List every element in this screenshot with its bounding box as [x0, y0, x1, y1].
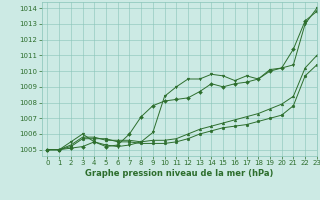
X-axis label: Graphe pression niveau de la mer (hPa): Graphe pression niveau de la mer (hPa) [85, 169, 273, 178]
